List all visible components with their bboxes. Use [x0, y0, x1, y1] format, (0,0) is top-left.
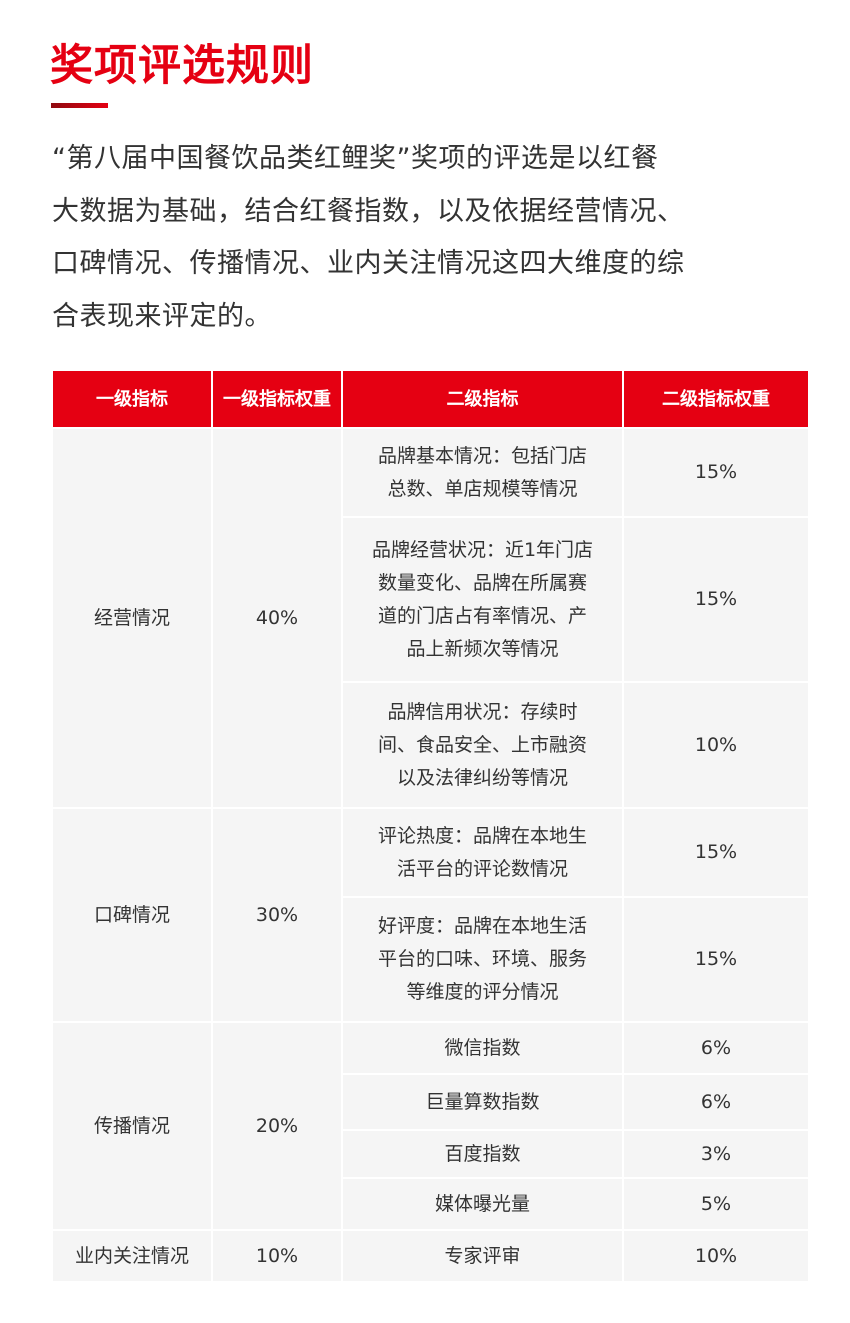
level2-name: 品牌基本情况：包括门店 总数、单店规模等情况	[341, 427, 624, 518]
level1-name: 口碑情况	[51, 807, 213, 1023]
level2-name: 评论热度：品牌在本地生 活平台的评论数情况	[341, 807, 624, 898]
level2-weight: 6%	[622, 1021, 810, 1075]
level2-weight: 15%	[622, 516, 810, 683]
header-level2-weight: 二级指标权重	[622, 369, 810, 429]
table-row: 传播情况 20% 微信指数 6%	[51, 1021, 810, 1231]
level2-name: 好评度：品牌在本地生活 平台的口味、环境、服务 等维度的评分情况	[341, 896, 624, 1023]
level2-name: 品牌经营状况：近1年门店 数量变化、品牌在所属赛 道的门店占有率情况、产 品上新…	[341, 516, 624, 683]
table-row: 品牌经营状况：近1年门店 数量变化、品牌在所属赛 道的门店占有率情况、产 品上新…	[52, 516, 810, 683]
level1-name: 经营情况	[51, 427, 213, 809]
table-row: 经营情况 40% 品牌基本情况：包括门店 总数、单店规模等情况 15%	[51, 427, 810, 809]
level2-name: 百度指数	[341, 1129, 624, 1179]
level2-weight: 10%	[622, 681, 810, 809]
rules-table: 一级指标 一级指标权重 二级指标 二级指标权重 经营情况 40% 品牌基本情况：…	[51, 369, 810, 1283]
intro-paragraph: “第八届中国餐饮品类红鲤奖”奖项的评选是以红餐 大数据为基础，结合红餐指数，以及…	[52, 143, 685, 332]
level2-weight: 3%	[622, 1129, 810, 1179]
table-row: 品牌信用状况：存续时 间、食品安全、上市融资 以及法律纠纷等情况 10%	[52, 681, 810, 809]
table-row: 媒体曝光量 5%	[52, 1177, 810, 1231]
title-underline	[51, 103, 108, 108]
level1-name: 传播情况	[51, 1021, 213, 1231]
level2-weight: 10%	[622, 1229, 810, 1283]
table-row: 巨量算数指数 6%	[52, 1073, 810, 1131]
table-row: 好评度：品牌在本地生活 平台的口味、环境、服务 等维度的评分情况 15%	[52, 896, 810, 1023]
table-row: 口碑情况 30% 评论热度：品牌在本地生 活平台的评论数情况 15%	[51, 807, 810, 1023]
level2-name: 微信指数	[341, 1021, 624, 1075]
level2-name: 专家评审	[341, 1229, 624, 1283]
level2-weight: 5%	[622, 1177, 810, 1231]
level2-weight: 15%	[622, 896, 810, 1023]
table-row: 百度指数 3%	[52, 1129, 810, 1179]
header-level2: 二级指标	[341, 369, 624, 429]
level1-name: 业内关注情况	[51, 1229, 213, 1283]
level2-weight: 15%	[622, 427, 810, 518]
level2-weight: 15%	[622, 807, 810, 898]
level1-weight: 10%	[211, 1229, 343, 1283]
level2-name: 品牌信用状况：存续时 间、食品安全、上市融资 以及法律纠纷等情况	[341, 681, 624, 809]
table-header-row: 一级指标 一级指标权重 二级指标 二级指标权重	[51, 369, 810, 429]
level2-weight: 6%	[622, 1073, 810, 1131]
header-level1-weight: 一级指标权重	[211, 369, 343, 429]
level1-weight: 40%	[211, 427, 343, 809]
level1-weight: 30%	[211, 807, 343, 1023]
page-title: 奖项评选规则	[50, 41, 314, 91]
header-level1: 一级指标	[51, 369, 213, 429]
level2-name: 巨量算数指数	[341, 1073, 624, 1131]
table-row: 业内关注情况 10% 专家评审 10%	[51, 1229, 810, 1283]
level2-name: 媒体曝光量	[341, 1177, 624, 1231]
level1-weight: 20%	[211, 1021, 343, 1231]
